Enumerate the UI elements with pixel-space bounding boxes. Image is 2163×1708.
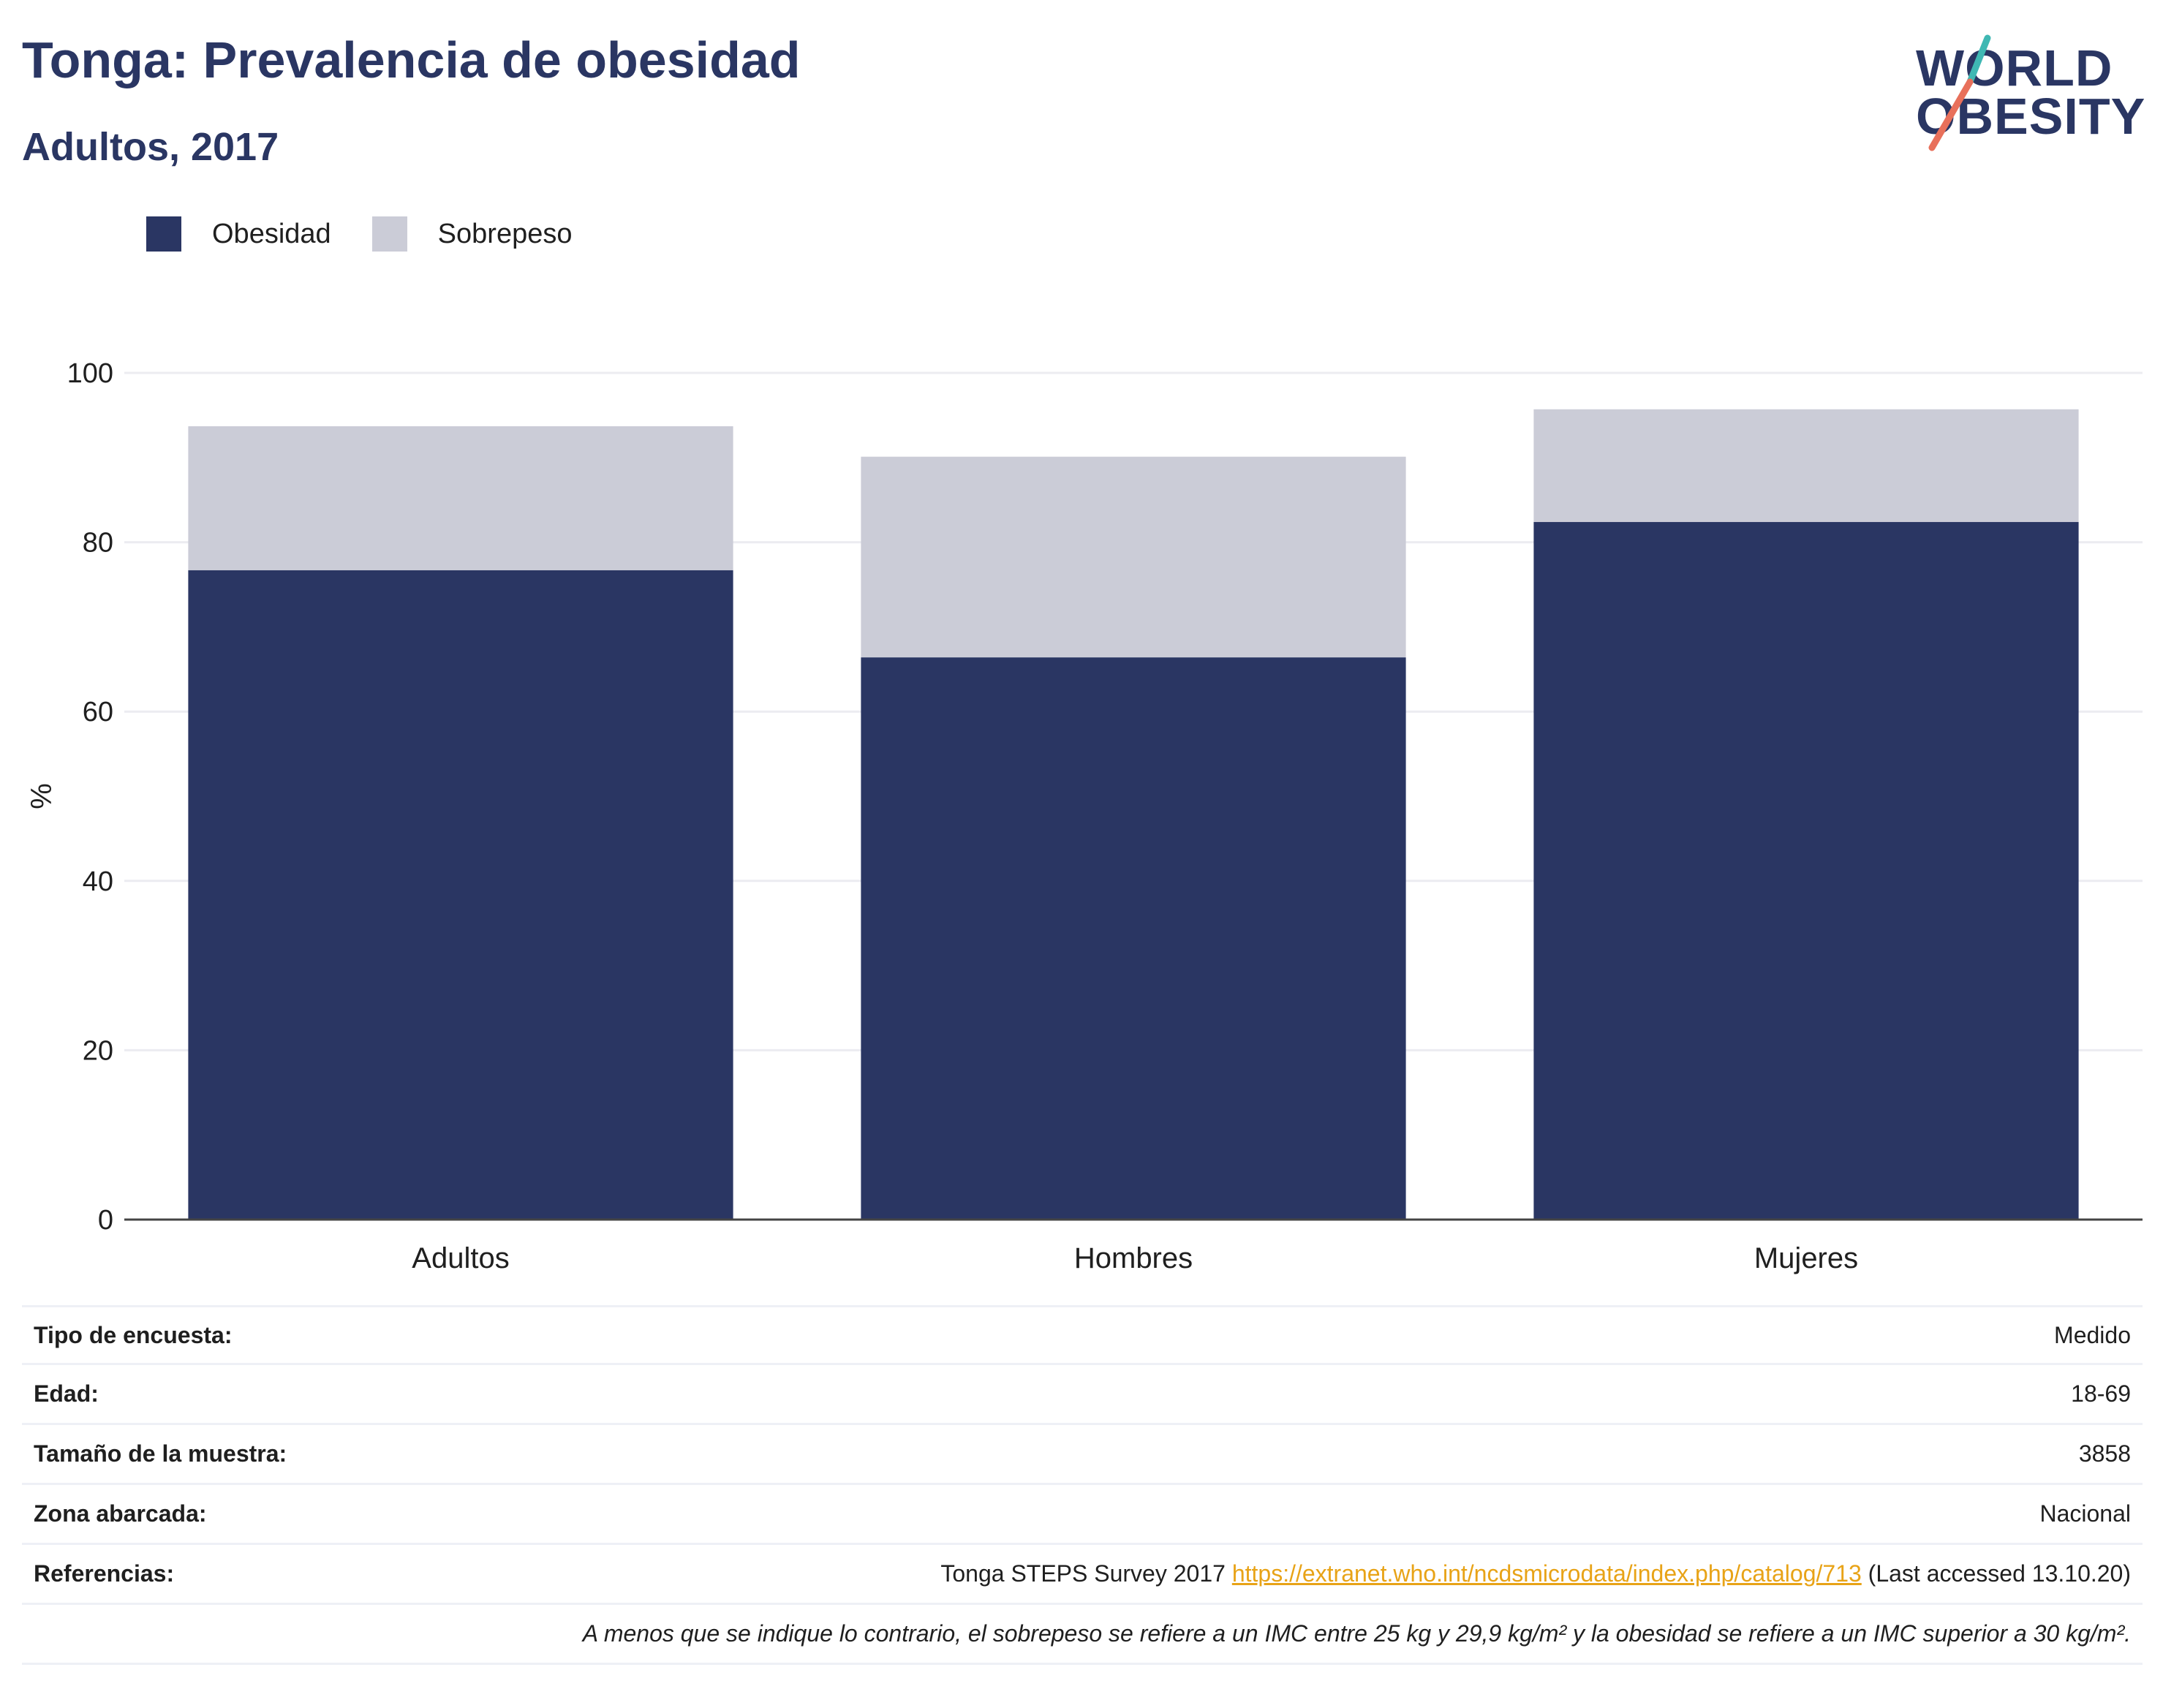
table-row-age: Edad: 18-69 bbox=[22, 1365, 2143, 1425]
table-key: Tipo de encuesta: bbox=[34, 1321, 233, 1348]
y-tick-label: 20 bbox=[83, 1035, 113, 1066]
bar-sobrepeso-mujeres bbox=[1533, 409, 2079, 522]
x-tick-label: Hombres bbox=[1074, 1242, 1193, 1274]
references-link[interactable]: https://extranet.who.int/ncdsmicrodata/i… bbox=[1231, 1560, 1862, 1587]
table-value: Nacional bbox=[2039, 1500, 2131, 1527]
logo-line2: OBESITY bbox=[1916, 88, 2146, 145]
table-row-survey-type: Tipo de encuesta: Medido bbox=[22, 1305, 2143, 1365]
world-obesity-logo: WORLD OBESITY bbox=[1916, 29, 2146, 154]
legend-item-obesidad[interactable]: Obesidad bbox=[146, 216, 331, 252]
logo-slash-icon bbox=[1928, 34, 1991, 151]
chart-legend: Obesidad Sobrepeso bbox=[146, 216, 613, 252]
legend-label-sobrepeso: Sobrepeso bbox=[437, 218, 573, 249]
chart-title: Tonga: Prevalencia de obesidad bbox=[22, 31, 801, 88]
legend-swatch-sobrepeso bbox=[371, 216, 407, 252]
bar-obesidad-adultos bbox=[188, 570, 733, 1220]
definition-note: A menos que se indique lo contrario, el … bbox=[22, 1605, 2143, 1665]
bar-sobrepeso-adultos bbox=[188, 426, 733, 570]
table-key: Edad: bbox=[34, 1380, 99, 1407]
table-key: Tamaño de la muestra: bbox=[34, 1440, 287, 1467]
logo-line1: WORLD bbox=[1916, 39, 2113, 97]
table-row-references: Referencias: Tonga STEPS Survey 2017 htt… bbox=[22, 1545, 2143, 1605]
table-row-sample-size: Tamaño de la muestra: 3858 bbox=[22, 1425, 2143, 1485]
table-row-area: Zona abarcada: Nacional bbox=[22, 1485, 2143, 1545]
legend-item-sobrepeso[interactable]: Sobrepeso bbox=[371, 216, 573, 252]
chart-subtitle: Adultos, 2017 bbox=[22, 125, 279, 169]
metadata-table: Tipo de encuesta: Medido Edad: 18-69 Tam… bbox=[22, 1305, 2143, 1665]
references-value: Tonga STEPS Survey 2017 https://extranet… bbox=[940, 1560, 2131, 1587]
table-key: Zona abarcada: bbox=[34, 1500, 207, 1527]
x-tick-label: Mujeres bbox=[1754, 1242, 1858, 1274]
y-tick-label: 60 bbox=[83, 697, 113, 728]
references-prefix: Tonga STEPS Survey 2017 bbox=[940, 1560, 1232, 1587]
references-suffix: (Last accessed 13.10.20) bbox=[1861, 1560, 2131, 1587]
table-value: Medido bbox=[2054, 1321, 2131, 1348]
stacked-bar-chart: 0 20 40 60 80 100% Adultos Hombres Mujeres bbox=[26, 358, 2143, 1274]
table-value: 18-69 bbox=[2071, 1380, 2131, 1407]
legend-label-obesidad: Obesidad bbox=[212, 218, 331, 249]
legend-swatch-obesidad bbox=[146, 216, 181, 252]
bar-obesidad-hombres bbox=[861, 657, 1406, 1220]
y-tick-label: 40 bbox=[83, 866, 113, 897]
y-axis-label: % bbox=[26, 783, 58, 809]
x-tick-label: Adultos bbox=[412, 1242, 509, 1274]
y-tick-label: 0 bbox=[98, 1205, 113, 1236]
y-tick-label: 100 bbox=[67, 358, 113, 389]
bar-sobrepeso-hombres bbox=[861, 456, 1406, 658]
bar-obesidad-mujeres bbox=[1533, 521, 2079, 1220]
table-key: Referencias: bbox=[34, 1560, 175, 1587]
table-value: 3858 bbox=[2078, 1440, 2131, 1467]
y-tick-label: 80 bbox=[83, 528, 113, 559]
